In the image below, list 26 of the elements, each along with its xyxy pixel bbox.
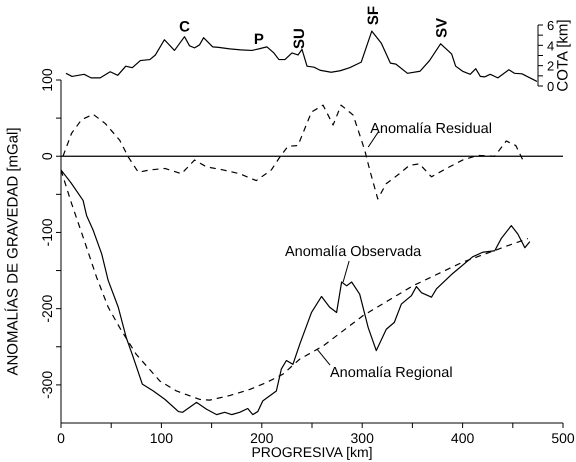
y-axis-title: ANOMALÍAS DE GRAVEDAD [mGal] [3, 127, 22, 376]
y-tick-label: -300 [39, 370, 55, 399]
x-tick-label: 200 [250, 430, 274, 446]
x-tick-label: 500 [551, 430, 575, 446]
x-axis-title: PROGRESIVA [km] [251, 444, 373, 460]
y-tick-label: 2 [547, 58, 554, 74]
annotation: SV [434, 18, 451, 38]
y-axis-title: COTA [km] [554, 19, 572, 92]
y-tick-label: 6 [547, 18, 554, 33]
x-tick-label: 100 [150, 430, 174, 446]
y-tick-label: -200 [39, 294, 55, 323]
y-tick-label: -100 [39, 218, 55, 246]
x-tick-label: 0 [57, 430, 66, 446]
y-tick-label: 4 [547, 38, 554, 54]
y-tick-label: 0 [547, 79, 554, 94]
x-tick-label: 400 [450, 430, 474, 446]
annotation: Anomalía Regional [330, 365, 453, 382]
annotation: Anomalía Observada [285, 244, 422, 260]
x-tick-label: 300 [350, 430, 374, 446]
y-tick-label: 100 [39, 68, 55, 92]
y-tick-label: 0 [39, 152, 55, 160]
annotation: P [254, 30, 264, 48]
annotation: C [179, 18, 190, 36]
annotation: SF [364, 6, 382, 26]
annotation: Anomalía Residual [370, 121, 492, 138]
annotation: SU [290, 28, 308, 49]
